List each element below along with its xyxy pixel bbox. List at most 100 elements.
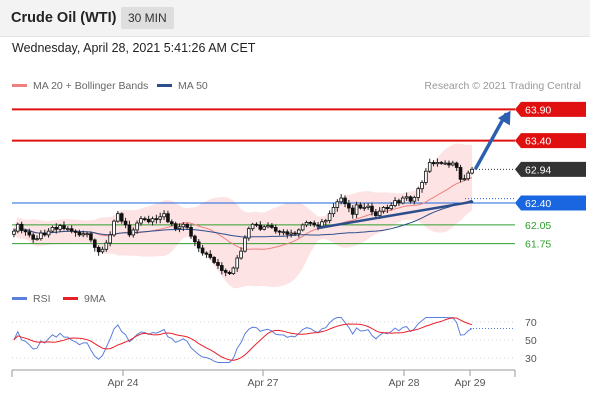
candle-body — [300, 224, 305, 231]
candle-body — [154, 218, 159, 221]
candle-body — [400, 197, 405, 204]
candle-body — [308, 222, 313, 224]
legend-rsi: RSI — [12, 293, 51, 305]
candle — [358, 202, 363, 210]
candle — [169, 219, 174, 227]
level-label-text: 62.94 — [525, 164, 551, 176]
candle-body — [150, 218, 155, 223]
candle-body — [270, 225, 274, 228]
candle — [131, 227, 136, 238]
candle-body — [177, 226, 182, 230]
candle-body — [116, 213, 120, 222]
candle — [162, 210, 166, 221]
candle — [389, 202, 394, 211]
projection-arrow-line — [474, 112, 508, 170]
level-label-63-40: 63.40 — [515, 133, 586, 149]
candle — [39, 230, 43, 241]
candle — [208, 250, 213, 260]
candle-body — [158, 216, 163, 220]
candle — [293, 230, 297, 237]
candle — [200, 244, 205, 256]
candle-body — [239, 250, 243, 259]
candle — [50, 225, 55, 233]
candle — [374, 208, 378, 219]
instrument-title: Crude Oil (WTI) — [11, 10, 117, 26]
candle — [466, 170, 471, 181]
candle-body — [15, 223, 20, 232]
candle — [220, 262, 224, 275]
legend-label-ma50: MA 50 — [178, 80, 208, 92]
candle — [46, 228, 51, 238]
candle — [204, 251, 209, 258]
candle — [281, 229, 286, 236]
level-label-62-40: 62.40 — [515, 195, 586, 211]
candle — [173, 221, 178, 232]
candle — [354, 201, 359, 219]
candle — [270, 223, 274, 230]
candle-body — [54, 227, 59, 230]
candle — [139, 216, 143, 226]
candle — [112, 219, 116, 237]
candle — [104, 239, 109, 252]
legend-swatch-ma20 — [12, 83, 27, 87]
candle — [23, 229, 28, 236]
candle — [246, 226, 251, 241]
candle — [189, 224, 193, 239]
candle-body — [185, 223, 189, 228]
candle-body — [77, 232, 82, 236]
candle — [116, 211, 120, 223]
candle-body — [389, 205, 394, 210]
candle-body — [320, 221, 324, 227]
candle-body — [404, 196, 409, 199]
candle-body — [331, 207, 336, 215]
candle-body — [370, 205, 374, 213]
candle-body — [323, 220, 328, 223]
candle-body — [119, 213, 124, 222]
timeframe-badge[interactable]: 30 MIN — [121, 7, 174, 29]
candle-body — [377, 210, 382, 216]
candle — [196, 239, 201, 252]
candle — [285, 229, 290, 239]
candle-body — [250, 223, 255, 230]
x-tick-label: Apr 29 — [455, 377, 486, 389]
candle — [243, 235, 247, 253]
legend-label-ma20: MA 20 + Bollinger Bands — [33, 80, 149, 92]
candle-body — [146, 218, 151, 223]
level-label-bg — [515, 195, 586, 211]
candle-body — [462, 178, 467, 181]
candle-body — [162, 213, 166, 218]
candle — [347, 199, 351, 213]
legend-label-9ma: 9MA — [84, 293, 106, 305]
rsi-tick-70: 70 — [525, 317, 537, 329]
candle-body — [293, 232, 297, 235]
candle — [12, 228, 16, 238]
candle-body — [339, 197, 343, 203]
candle — [385, 204, 390, 214]
candle-body — [35, 238, 39, 241]
candle-body — [316, 224, 320, 227]
candle-body — [427, 162, 432, 172]
candle-body — [46, 230, 51, 236]
candle — [431, 160, 436, 167]
candle — [393, 197, 397, 208]
candle — [435, 158, 440, 167]
chart-header: Crude Oil (WTI) 30 MIN — [0, 0, 590, 37]
candle — [19, 221, 24, 234]
candle-body — [381, 207, 386, 212]
candle-body — [212, 256, 216, 263]
candle — [462, 174, 467, 181]
candle — [15, 222, 20, 234]
candle — [166, 210, 170, 224]
rsi-9ma-line — [13, 317, 473, 361]
candle — [381, 206, 386, 214]
candle — [343, 195, 347, 208]
candle-body — [350, 207, 355, 215]
candle-body — [235, 257, 240, 269]
candle — [327, 210, 332, 224]
rsi-tick-30: 30 — [525, 353, 537, 365]
level-label-text: 63.40 — [525, 136, 551, 148]
candle — [108, 231, 112, 247]
candle-body — [85, 233, 89, 236]
candle-body — [169, 221, 174, 225]
